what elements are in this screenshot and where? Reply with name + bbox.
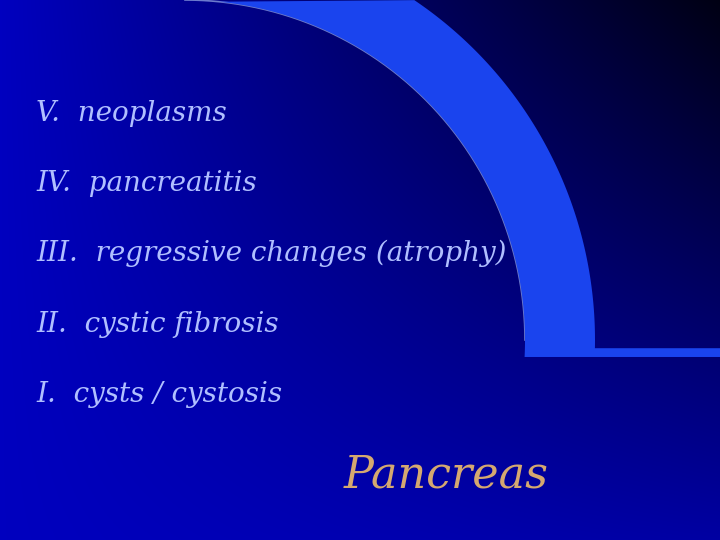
Text: IV.  pancreatitis: IV. pancreatitis xyxy=(36,170,257,197)
Text: I.  cysts / cystosis: I. cysts / cystosis xyxy=(36,381,282,408)
Text: II.  cystic fibrosis: II. cystic fibrosis xyxy=(36,310,279,338)
Polygon shape xyxy=(219,0,720,357)
Text: V.  neoplasms: V. neoplasms xyxy=(36,100,227,127)
Text: Pancreas: Pancreas xyxy=(344,454,549,497)
Text: III.  regressive changes (atrophy): III. regressive changes (atrophy) xyxy=(36,240,506,267)
